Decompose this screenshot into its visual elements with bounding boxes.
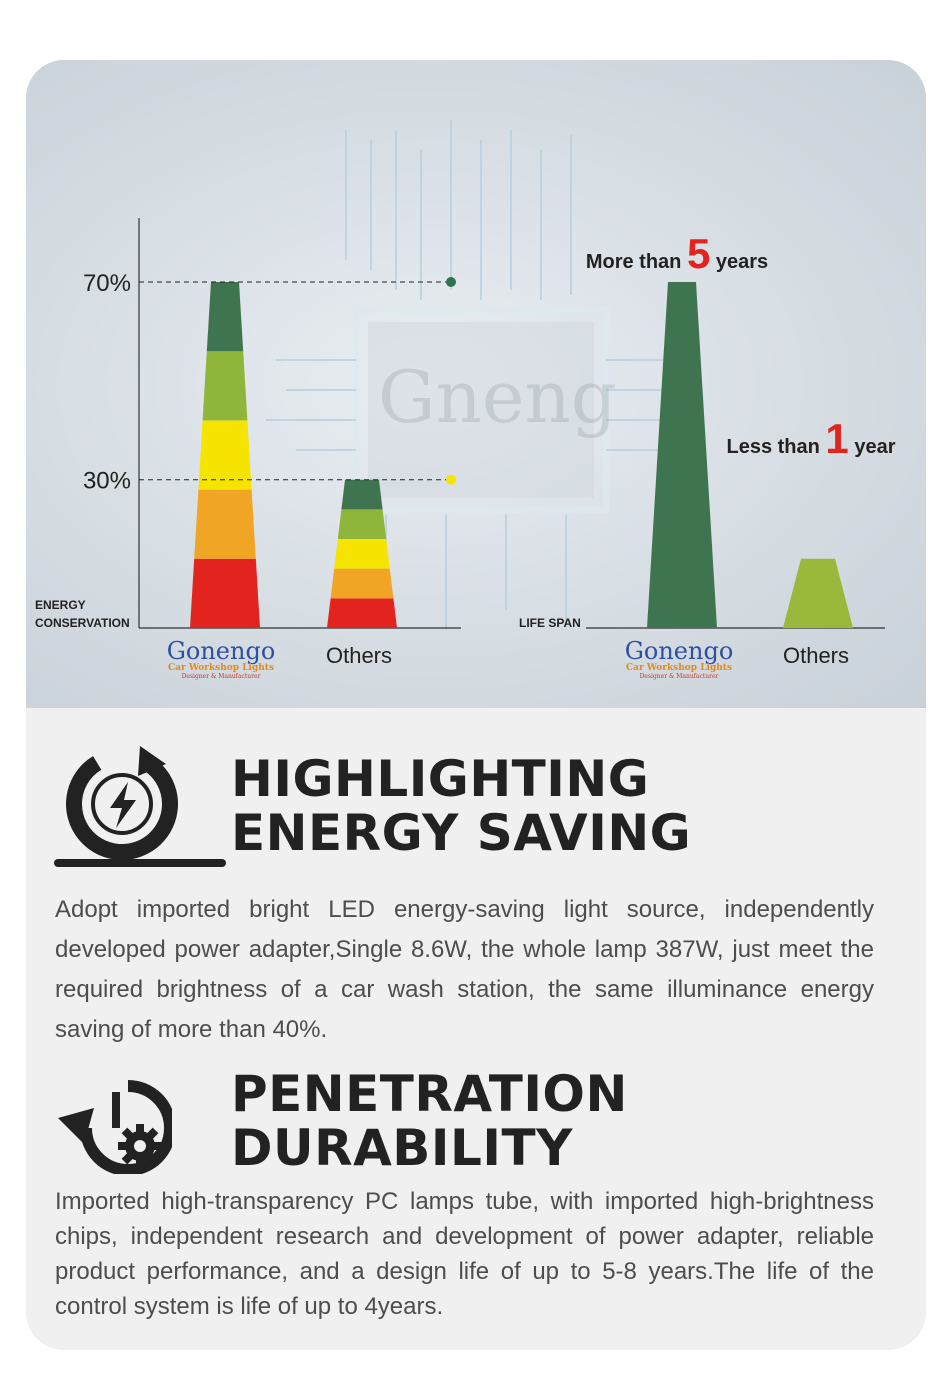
section-2-title: PENETRATION DURABILITY [231, 1067, 628, 1175]
energy-bar-segment [341, 479, 383, 510]
energy-bar-gonengo [190, 282, 260, 628]
watermark: Gneng [378, 355, 617, 439]
durability-clock-gear-icon [54, 1070, 176, 1179]
section-2-text: Imported high-transparency PC lamps tube… [55, 1188, 874, 1320]
energy-bar-segment [334, 539, 390, 569]
energy-bar-segment [198, 420, 252, 490]
energy-bar-segment [194, 489, 256, 559]
energy-bar-segment [206, 282, 244, 352]
energy-saving-icon [54, 742, 230, 877]
lifespan-bar-gonengo [647, 282, 717, 628]
lifespan-annotation: Less than 1 year [727, 415, 896, 462]
section-1-text: Adopt imported bright LED energy-saving … [55, 896, 874, 1043]
annotation-prefix: Less than [727, 436, 826, 458]
annotation-number: 1 [825, 415, 848, 462]
main-card: ENERGY CONSERVATION 70% 30% Gonengo Car Works… [26, 60, 926, 1350]
watermark-text: Gneng [378, 355, 617, 439]
energy-bar-segment [190, 558, 260, 628]
annotation-suffix: year [849, 436, 896, 458]
energy-bar-segment [202, 351, 248, 421]
energy-bar-segment [327, 598, 397, 628]
annotation-prefix: More than [586, 251, 687, 273]
lifespan-bar-others [783, 558, 853, 628]
section-2-title-line2: DURABILITY [231, 1119, 573, 1177]
annotation-suffix: years [710, 251, 768, 273]
logo-word: Gonengo [625, 637, 734, 665]
logo-line2: Designer & Manufacturer [640, 673, 719, 680]
energy-tick-label: 70% [83, 270, 131, 297]
logo-word: Gonengo [167, 637, 276, 665]
energy-axis-label-line1: ENERGY [35, 598, 86, 612]
chart-panel: ENERGY CONSERVATION 70% 30% Gonengo Car Works… [26, 60, 926, 708]
section-1-title-line1: HIGHLIGHTING [231, 750, 650, 808]
energy-bar-segment [337, 509, 387, 540]
section-2-title-line1: PENETRATION [231, 1065, 628, 1123]
lifespan-category-label-others: Others [783, 643, 849, 668]
logo-line2: Designer & Manufacturer [182, 673, 261, 680]
energy-bar-others [327, 479, 397, 628]
energy-tick-label: 30% [83, 468, 131, 495]
section-1-title: HIGHLIGHTING ENERGY SAVING [231, 752, 691, 860]
energy-bar-segment [330, 568, 394, 599]
lifespan-axis-label: LIFE SPAN [519, 616, 581, 630]
life-span-chart: LIFE SPAN More than 5 years Less than 1 ye… [519, 230, 896, 680]
section-1-title-line2: ENERGY SAVING [231, 804, 692, 862]
energy-category-label-others: Others [326, 643, 392, 668]
lifespan-annotation: More than 5 years [586, 230, 768, 277]
logo-line1: Car Workshop Lights [168, 663, 274, 673]
energy-axis-label-line2: CONSERVATION [35, 616, 130, 630]
energy-reference-marker [446, 277, 456, 287]
energy-reference-marker [446, 474, 456, 485]
energy-axis-label: ENERGY CONSERVATION [35, 598, 130, 630]
logo-line1: Car Workshop Lights [626, 663, 732, 673]
annotation-number: 5 [687, 230, 710, 277]
